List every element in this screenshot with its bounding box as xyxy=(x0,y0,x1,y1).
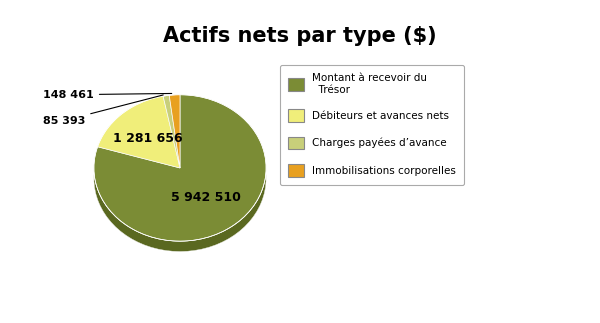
Text: 5 942 510: 5 942 510 xyxy=(171,191,241,204)
Text: 148 461: 148 461 xyxy=(43,90,172,100)
Polygon shape xyxy=(98,96,163,157)
Text: Actifs nets par type ($): Actifs nets par type ($) xyxy=(163,26,437,46)
Polygon shape xyxy=(163,95,180,168)
Text: 1 281 656: 1 281 656 xyxy=(113,132,183,145)
Legend: Montant à recevoir du
  Trésor, Débiteurs et avances nets, Charges payées d’avan: Montant à recevoir du Trésor, Débiteurs … xyxy=(280,65,464,185)
Ellipse shape xyxy=(94,105,266,252)
Polygon shape xyxy=(163,95,169,107)
Polygon shape xyxy=(94,95,266,241)
Polygon shape xyxy=(94,95,266,252)
Polygon shape xyxy=(169,95,180,106)
Polygon shape xyxy=(169,95,180,168)
Polygon shape xyxy=(98,96,180,168)
Text: 85 393: 85 393 xyxy=(43,95,163,126)
